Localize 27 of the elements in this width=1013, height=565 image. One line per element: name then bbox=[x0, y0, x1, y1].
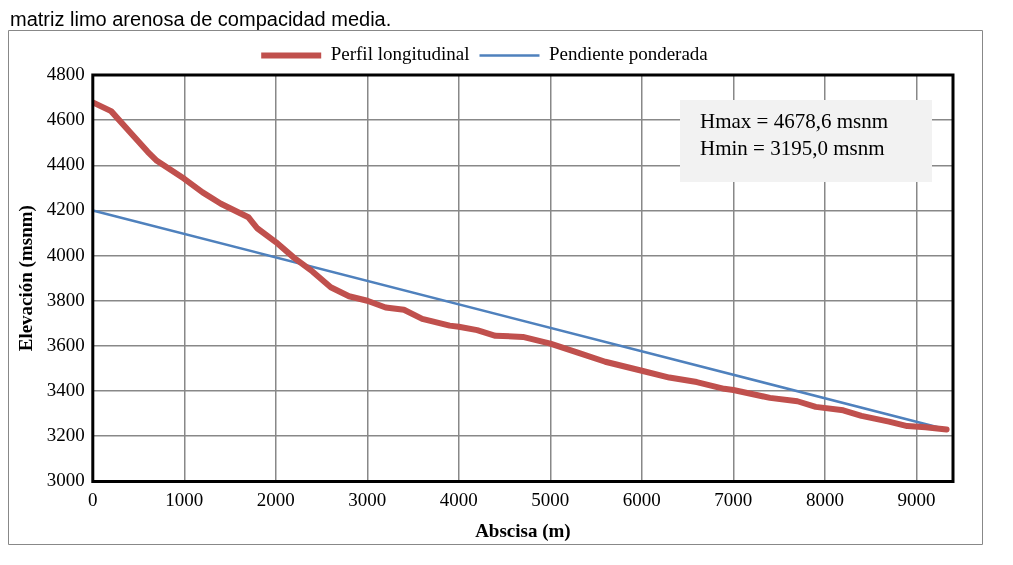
annotation: Hmax = 4678,6 msnm bbox=[700, 108, 889, 135]
x-tick-label: 0 bbox=[88, 488, 98, 510]
y-tick-label: 4600 bbox=[46, 108, 85, 130]
y-tick-label: 3000 bbox=[46, 469, 85, 491]
annotation: Hmin = 3195,0 msnm bbox=[700, 135, 886, 162]
x-tick-label: 2000 bbox=[256, 488, 295, 510]
y-tick-label: 4400 bbox=[46, 153, 85, 175]
y-tick-label: 3400 bbox=[46, 379, 85, 401]
x-tick-label: 3000 bbox=[348, 488, 387, 510]
x-axis-title: Abscisa (m) bbox=[475, 519, 571, 542]
y-tick-label: 3600 bbox=[46, 333, 85, 355]
y-tick-label: 4000 bbox=[46, 243, 85, 265]
x-tick-label: 1000 bbox=[165, 488, 204, 510]
x-tick-label: 4000 bbox=[439, 488, 478, 510]
y-tick-label: 3800 bbox=[46, 288, 85, 310]
x-tick-label: 9000 bbox=[897, 488, 936, 510]
y-tick-label: 3200 bbox=[46, 424, 85, 446]
x-tick-label: 7000 bbox=[714, 488, 753, 510]
x-tick-label: 8000 bbox=[805, 488, 844, 510]
y-tick-label: 4200 bbox=[46, 198, 85, 220]
x-tick-label: 5000 bbox=[531, 488, 570, 510]
y-tick-label: 4800 bbox=[46, 62, 85, 84]
text: matriz limo arenosa de compacidad media. bbox=[9, 8, 393, 30]
x-tick-label: 6000 bbox=[622, 488, 661, 510]
y-axis-title: Elevación (msnm) bbox=[15, 205, 38, 352]
legend-label: Perfil longitudinal bbox=[330, 43, 470, 65]
legend-label: Pendiente ponderada bbox=[548, 43, 709, 65]
